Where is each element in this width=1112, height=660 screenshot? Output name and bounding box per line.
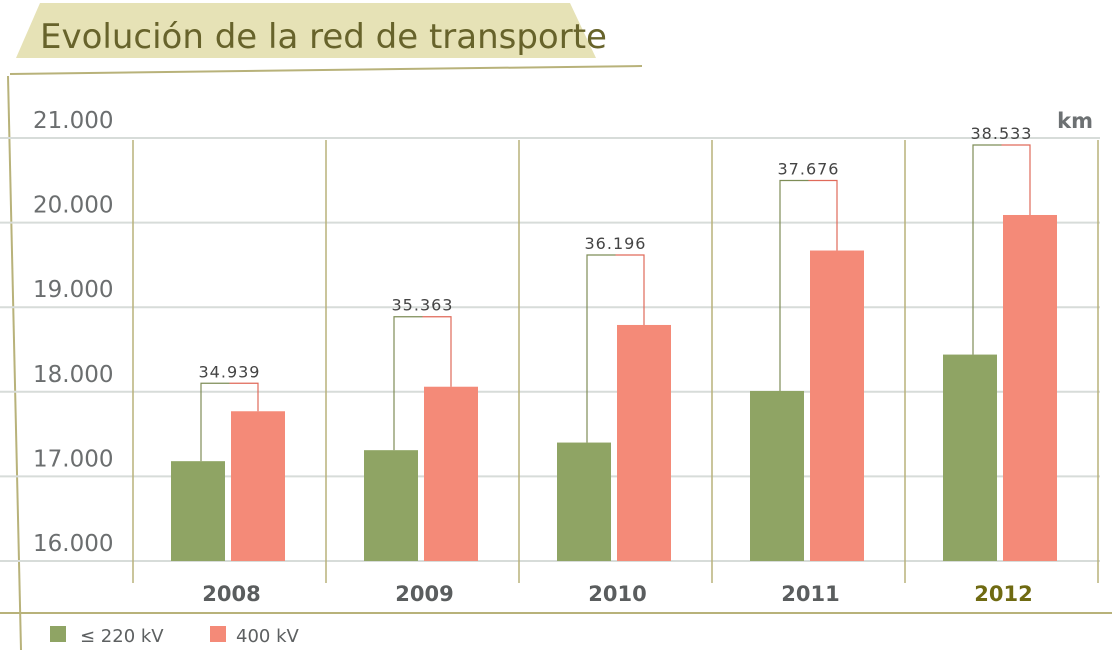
x-tick-label: 2009: [395, 582, 453, 606]
y-tick-label: 17.000: [33, 446, 113, 472]
bar-400kv: [1003, 214, 1057, 561]
bar-400kv: [231, 411, 285, 561]
y-tick-label: 20.000: [33, 193, 113, 219]
total-bracket-right: [1001, 144, 1031, 215]
total-label: 36.196: [585, 234, 647, 253]
bar-le-220kv: [171, 461, 225, 561]
total-label: 37.676: [778, 160, 840, 179]
frame-top: [9, 65, 643, 75]
x-tick-label: 2010: [588, 582, 646, 606]
bar-le-220kv: [557, 442, 611, 561]
legend-swatch-le-220kv: [50, 626, 66, 642]
total-bracket-right: [615, 254, 645, 325]
y-tick-label: 19.000: [33, 277, 113, 303]
y-tick-label: 16.000: [33, 531, 113, 557]
bar-400kv: [424, 386, 478, 561]
bar-le-220kv: [750, 390, 804, 561]
x-tick-label: 2008: [202, 582, 260, 606]
x-tick-label: 2011: [781, 582, 839, 606]
total-bracket-left: [586, 254, 616, 443]
frame-left: [7, 75, 22, 651]
total-label: 38.533: [971, 124, 1033, 143]
bar-400kv: [810, 250, 864, 561]
total-label: 35.363: [392, 296, 454, 315]
total-bracket-right: [422, 316, 452, 387]
x-tick-label: 2012: [974, 582, 1032, 606]
total-bracket-right: [229, 382, 259, 412]
chart-title: Evolución de la red de transporte: [40, 17, 607, 57]
total-bracket-right: [808, 179, 838, 251]
bar-400kv: [617, 324, 671, 561]
bar-le-220kv: [364, 450, 418, 561]
total-bracket-left: [779, 179, 809, 391]
legend-label: 400 kV: [236, 626, 300, 647]
total-label: 34.939: [199, 362, 261, 381]
total-bracket-left: [972, 144, 1002, 355]
legend-label: ≤ 220 kV: [80, 626, 164, 647]
y-tick-label: 18.000: [33, 362, 113, 388]
unit-label: km: [1057, 109, 1093, 133]
title-band: [16, 3, 596, 58]
y-tick-label: 21.000: [33, 108, 113, 134]
total-bracket-left: [393, 316, 423, 451]
total-bracket-left: [200, 382, 230, 462]
legend-swatch-400kv: [210, 626, 226, 642]
bar-le-220kv: [943, 354, 997, 561]
